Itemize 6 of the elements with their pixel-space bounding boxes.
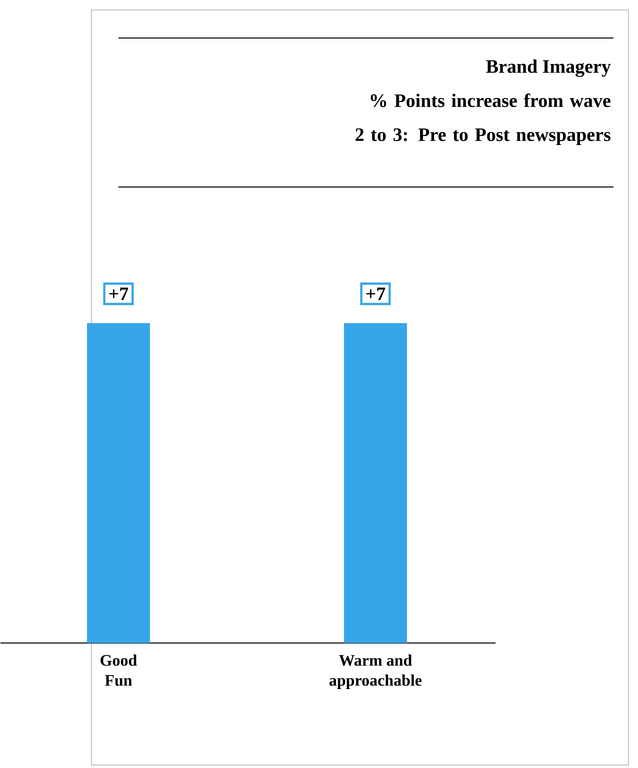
data-label: +7 <box>109 288 128 300</box>
text: Brand Imagery <box>486 60 611 77</box>
data-label: +7 <box>366 288 385 300</box>
x-tick-label: Warm and approachable <box>329 654 422 690</box>
chart-subtitle: % Points increase from wave 2 to 3: Pre to Post newspapers <box>355 94 610 145</box>
x-tick-label: Good Fun <box>100 654 137 686</box>
